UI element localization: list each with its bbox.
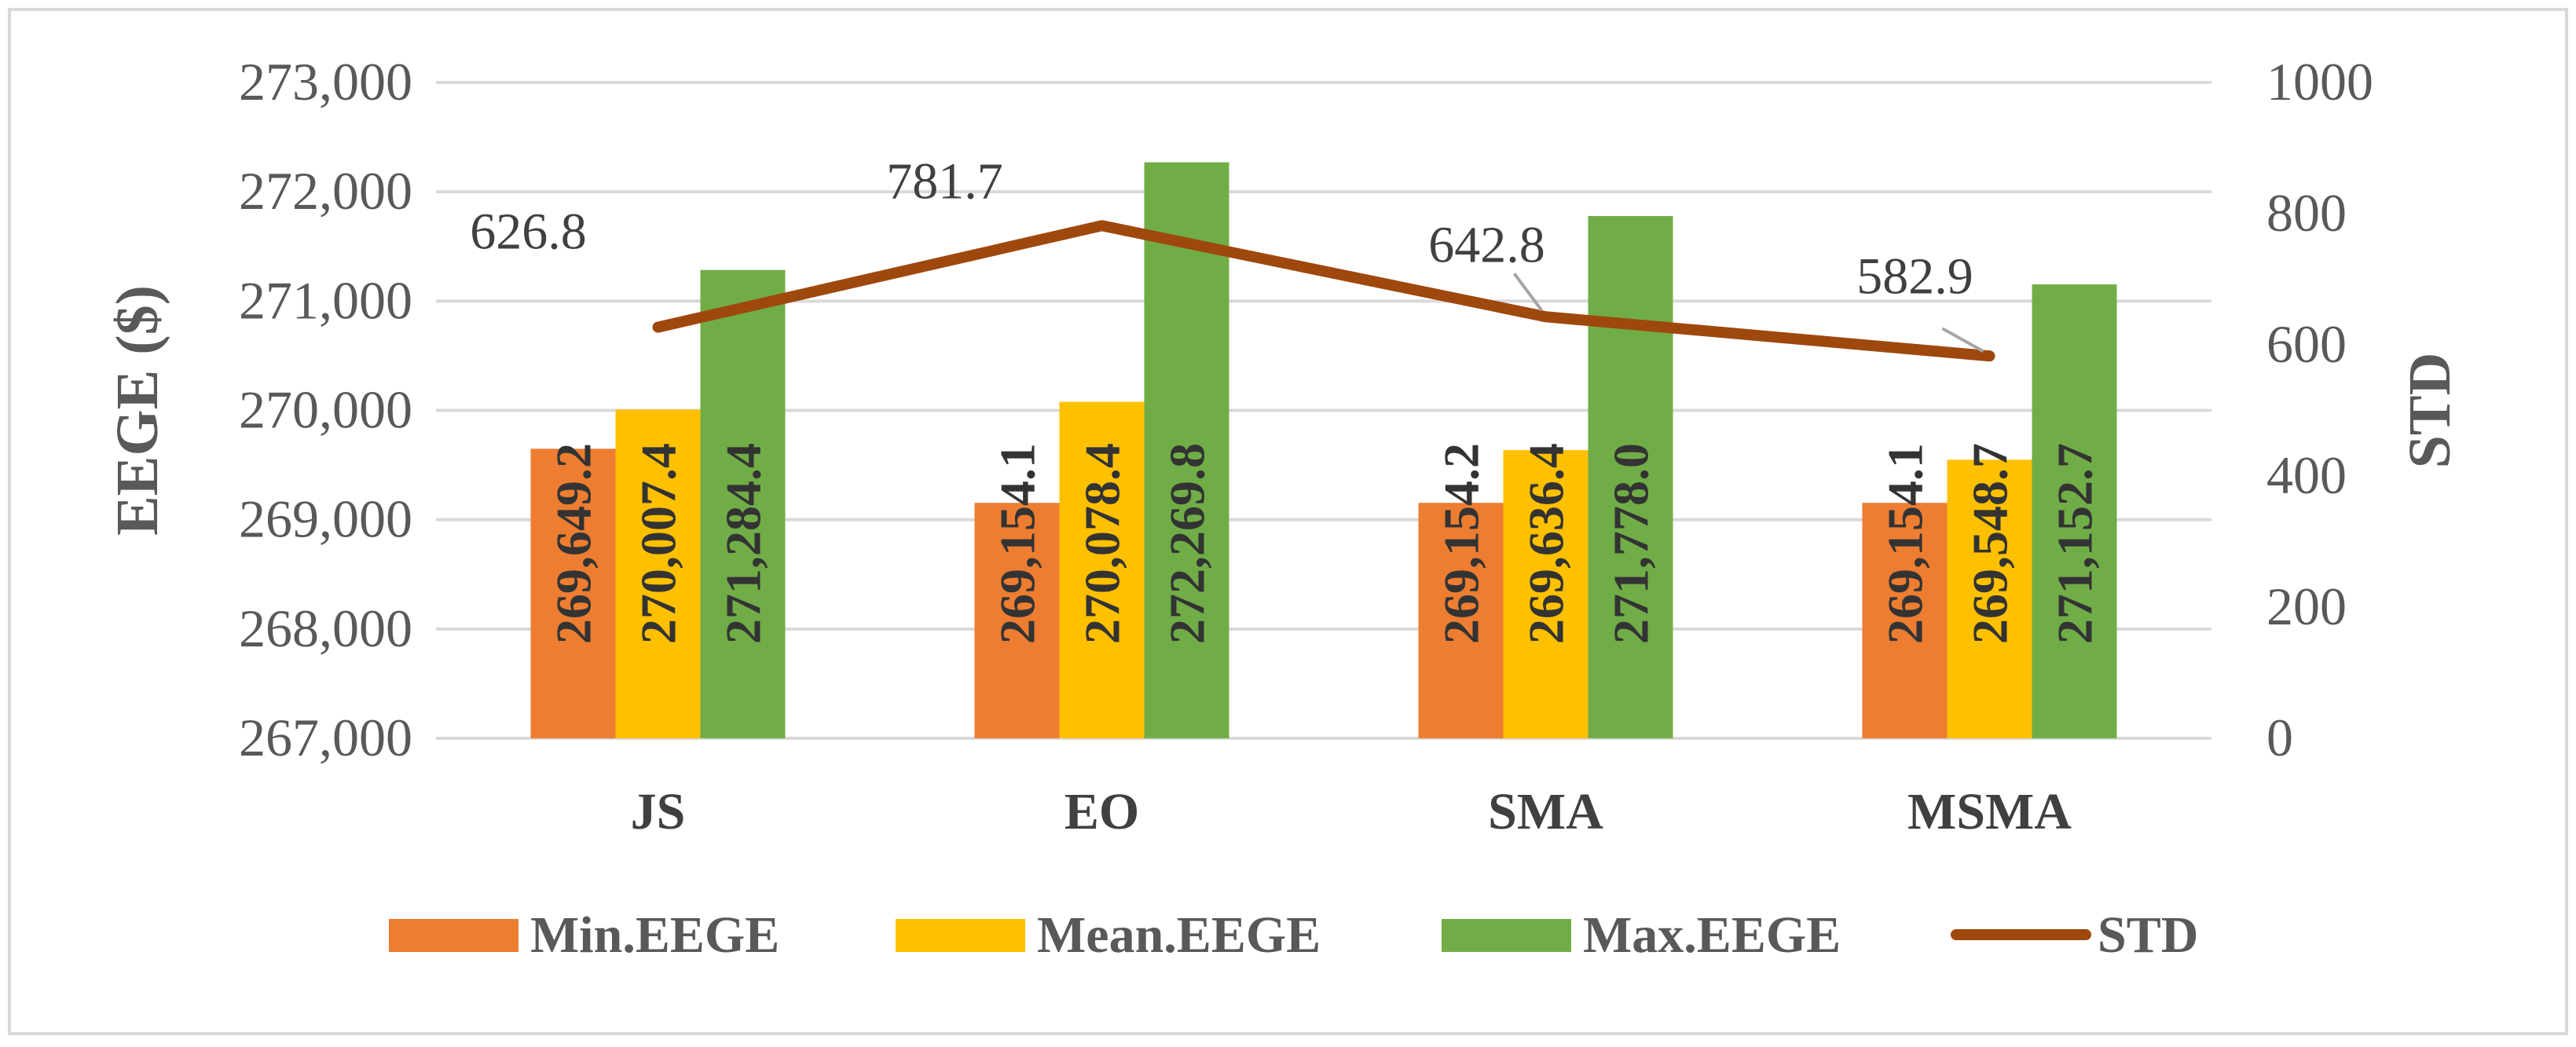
bar-data-label: 271,152.7 [2047, 443, 2103, 644]
x-category-label: MSMA [1907, 783, 2072, 840]
bar-max-eege [700, 269, 786, 738]
bar-data-label: 269,154.2 [1434, 443, 1490, 644]
bar-mean-eege [1947, 459, 2032, 738]
legend-label: STD [2098, 906, 2198, 964]
y2-tick-label: 0 [2266, 708, 2293, 767]
bar-mean-eege [1503, 450, 1588, 738]
bar-max-eege [1588, 216, 1673, 739]
std-data-label: 582.9 [1856, 247, 1973, 305]
y-axis-title: EEGE ($) [104, 285, 170, 536]
bar-data-label: 272,269.8 [1160, 443, 1215, 644]
bar-data-label: 269,154.1 [990, 443, 1046, 644]
std-data-label: 781.7 [886, 152, 1003, 210]
std-label-leader [1941, 327, 1984, 353]
std-data-label: 626.8 [470, 203, 587, 261]
bar-data-label: 269,636.4 [1519, 443, 1574, 644]
x-category-label: SMA [1488, 783, 1603, 840]
bar-max-eege [2032, 284, 2117, 738]
legend-label: Max.EEGE [1583, 906, 1841, 964]
std-data-label: 642.8 [1428, 216, 1545, 273]
bar-data-label: 269,649.2 [546, 443, 602, 644]
y-tick-label: 270,000 [239, 380, 412, 440]
y2-tick-label: 600 [2266, 314, 2347, 374]
legend-swatch [896, 919, 1025, 952]
y2-axis-title: STD [2397, 353, 2463, 469]
bar-data-label: 270,078.4 [1075, 443, 1130, 644]
y-tick-label: 268,000 [239, 599, 412, 658]
y-tick-label: 267,000 [239, 708, 412, 767]
y2-tick-label: 400 [2266, 445, 2347, 505]
bar-mean-eege [615, 409, 701, 738]
legend-label: Min.EEGE [530, 906, 779, 964]
bar-mean-eege [1059, 401, 1145, 738]
chart-border [8, 8, 2568, 1035]
bar-max-eege [1144, 162, 1229, 738]
y2-tick-label: 800 [2266, 183, 2347, 243]
std-line [652, 220, 1995, 362]
y2-tick-label: 200 [2266, 577, 2347, 636]
bar-data-label: 269,154.1 [1878, 443, 1933, 644]
y-tick-label: 269,000 [239, 489, 412, 549]
bar-min-eege [974, 503, 1060, 738]
bar-min-eege [1418, 503, 1504, 738]
std-label-leader [1512, 273, 1544, 312]
bar-min-eege [1862, 503, 1948, 738]
bar-min-eege [530, 448, 616, 738]
y-tick-label: 273,000 [239, 52, 412, 112]
bar-data-label: 270,007.4 [631, 443, 687, 644]
legend-swatch [1442, 919, 1571, 952]
bar-data-label: 271,778.0 [1603, 443, 1659, 644]
bar-data-label: 269,548.7 [1962, 443, 2018, 644]
legend-swatch [389, 919, 518, 952]
legend-label: Mean.EEGE [1037, 906, 1321, 964]
y-tick-label: 272,000 [239, 161, 412, 221]
y2-tick-label: 1000 [2266, 52, 2373, 112]
y-tick-label: 271,000 [239, 270, 412, 330]
x-category-label: JS [631, 783, 686, 840]
bar-data-label: 271,284.4 [716, 443, 771, 644]
x-category-label: EO [1064, 783, 1139, 840]
